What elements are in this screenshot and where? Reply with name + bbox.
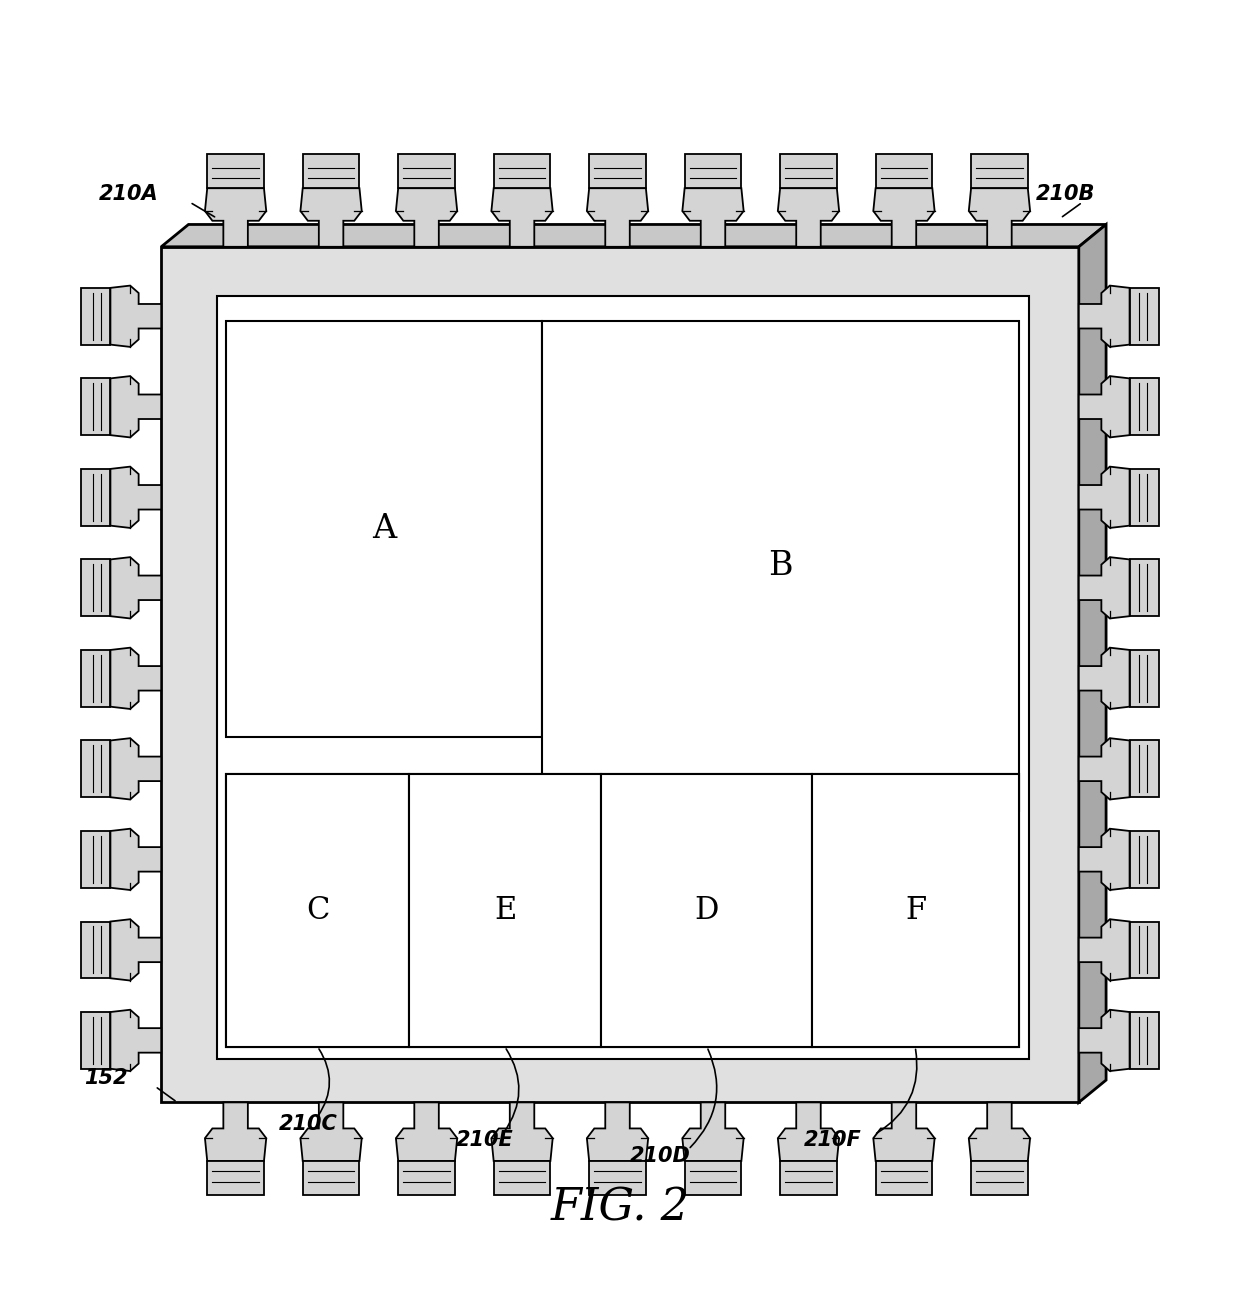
Polygon shape xyxy=(875,154,932,188)
Polygon shape xyxy=(396,188,458,247)
Polygon shape xyxy=(207,154,264,188)
Bar xyxy=(226,321,542,736)
Bar xyxy=(226,774,409,1047)
Polygon shape xyxy=(1079,467,1130,527)
Text: 210A: 210A xyxy=(99,184,159,203)
Polygon shape xyxy=(110,467,161,527)
Text: 210C: 210C xyxy=(279,1114,337,1134)
Polygon shape xyxy=(1079,286,1130,346)
Polygon shape xyxy=(589,154,646,188)
Text: E: E xyxy=(494,895,517,926)
Polygon shape xyxy=(81,740,110,798)
Bar xyxy=(542,321,1019,811)
Polygon shape xyxy=(777,188,839,247)
Polygon shape xyxy=(205,1102,267,1161)
Polygon shape xyxy=(81,468,110,526)
Polygon shape xyxy=(1130,649,1159,707)
Polygon shape xyxy=(207,1161,264,1195)
Polygon shape xyxy=(81,830,110,888)
Polygon shape xyxy=(110,558,161,618)
Polygon shape xyxy=(110,377,161,437)
Polygon shape xyxy=(1130,1012,1159,1069)
Text: 210B: 210B xyxy=(1035,184,1095,203)
Polygon shape xyxy=(873,1102,935,1161)
Polygon shape xyxy=(780,1161,837,1195)
Polygon shape xyxy=(110,648,161,708)
Polygon shape xyxy=(1130,830,1159,888)
Polygon shape xyxy=(1130,468,1159,526)
Text: FIG. 2: FIG. 2 xyxy=(551,1186,689,1229)
Bar xyxy=(217,297,1029,1059)
Polygon shape xyxy=(81,559,110,617)
Polygon shape xyxy=(110,920,161,980)
Polygon shape xyxy=(303,154,360,188)
Bar xyxy=(226,774,1019,1047)
Polygon shape xyxy=(1079,829,1130,890)
Polygon shape xyxy=(682,1102,744,1161)
Polygon shape xyxy=(300,1102,362,1161)
Polygon shape xyxy=(494,154,551,188)
Bar xyxy=(601,774,812,1047)
Polygon shape xyxy=(968,188,1030,247)
Polygon shape xyxy=(682,188,744,247)
Polygon shape xyxy=(81,1012,110,1069)
Polygon shape xyxy=(81,921,110,979)
Polygon shape xyxy=(684,154,742,188)
Text: 152: 152 xyxy=(84,1068,128,1088)
Polygon shape xyxy=(1079,377,1130,437)
Polygon shape xyxy=(110,739,161,799)
Polygon shape xyxy=(1130,287,1159,345)
Polygon shape xyxy=(398,1161,455,1195)
Polygon shape xyxy=(968,1102,1030,1161)
Polygon shape xyxy=(398,154,455,188)
Text: C: C xyxy=(306,895,329,926)
Polygon shape xyxy=(1079,224,1106,1102)
Polygon shape xyxy=(1079,648,1130,708)
Polygon shape xyxy=(587,188,649,247)
Polygon shape xyxy=(81,378,110,436)
Text: B: B xyxy=(769,550,792,583)
Polygon shape xyxy=(875,1161,932,1195)
Polygon shape xyxy=(205,188,267,247)
Polygon shape xyxy=(110,829,161,890)
Polygon shape xyxy=(1130,921,1159,979)
Bar xyxy=(161,247,1079,1102)
Polygon shape xyxy=(780,154,837,188)
Polygon shape xyxy=(873,188,935,247)
Polygon shape xyxy=(81,287,110,345)
Polygon shape xyxy=(971,154,1028,188)
Bar xyxy=(409,774,601,1047)
Polygon shape xyxy=(1130,559,1159,617)
Text: A: A xyxy=(372,513,396,544)
Polygon shape xyxy=(971,1161,1028,1195)
Polygon shape xyxy=(161,224,1106,247)
Polygon shape xyxy=(494,1161,551,1195)
Polygon shape xyxy=(1079,558,1130,618)
Polygon shape xyxy=(396,1102,458,1161)
Text: F: F xyxy=(905,895,926,926)
Polygon shape xyxy=(1130,378,1159,436)
Polygon shape xyxy=(1130,740,1159,798)
Bar xyxy=(812,774,1019,1047)
Polygon shape xyxy=(777,1102,839,1161)
Polygon shape xyxy=(1079,1010,1130,1071)
Polygon shape xyxy=(303,1161,360,1195)
Text: 210F: 210F xyxy=(804,1130,862,1149)
Text: 210E: 210E xyxy=(456,1130,515,1149)
Polygon shape xyxy=(110,1010,161,1071)
Text: D: D xyxy=(694,895,719,926)
Polygon shape xyxy=(1079,739,1130,799)
Polygon shape xyxy=(300,188,362,247)
Polygon shape xyxy=(491,188,553,247)
Polygon shape xyxy=(81,649,110,707)
Polygon shape xyxy=(589,1161,646,1195)
Polygon shape xyxy=(491,1102,553,1161)
Polygon shape xyxy=(1079,920,1130,980)
Polygon shape xyxy=(684,1161,742,1195)
Polygon shape xyxy=(587,1102,649,1161)
Polygon shape xyxy=(110,286,161,346)
Text: 210D: 210D xyxy=(630,1145,691,1166)
